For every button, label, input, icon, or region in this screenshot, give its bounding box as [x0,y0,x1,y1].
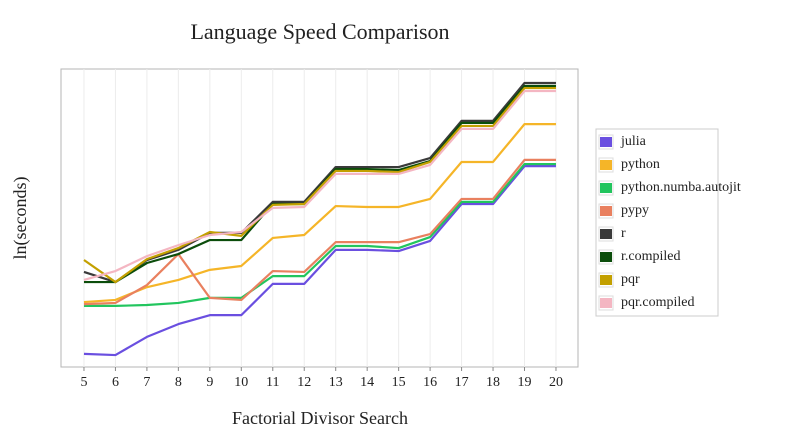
legend-label: python.numba.autojit [621,180,741,195]
x-tick-label: 10 [234,375,248,390]
x-tick-label: 19 [518,375,532,390]
x-tick-label: 7 [143,375,150,390]
x-tick-label: 12 [297,375,311,390]
series-line [83,81,556,284]
series-line [83,89,556,282]
series-line [83,165,556,357]
legend-label: pqr [621,272,640,287]
legend-label: r.compiled [621,249,681,264]
legend-label: python [621,157,660,172]
x-tick-label: 16 [423,375,437,390]
lines [83,81,556,357]
x-tick-label: 18 [486,375,500,390]
x-tick-label: 13 [329,375,343,390]
legend-label: pypy [621,203,649,218]
legend-label: julia [620,134,647,149]
legend [595,128,719,317]
x-tick-label: 8 [175,375,182,390]
x-tick-label: 6 [112,375,119,390]
series-line [83,123,556,304]
x-axis-label: Factorial Divisor Search [232,408,408,428]
series-line [83,158,556,306]
x-tick-label: 11 [266,375,279,390]
grid [83,69,557,367]
x-tick-label: 15 [392,375,406,390]
y-axis-label: ln(seconds) [10,177,31,260]
chart-title: Language Speed Comparison [190,19,449,44]
x-tick-label: 9 [206,375,213,390]
legend-label: pqr.compiled [621,295,695,310]
x-tick-label: 14 [360,375,374,390]
legend-label: r [621,226,626,241]
series-line [83,86,556,284]
x-tick-label: 5 [80,375,87,390]
x-tick-label: 20 [549,375,563,390]
x-tick-label: 17 [455,375,469,390]
series-line [83,162,556,308]
